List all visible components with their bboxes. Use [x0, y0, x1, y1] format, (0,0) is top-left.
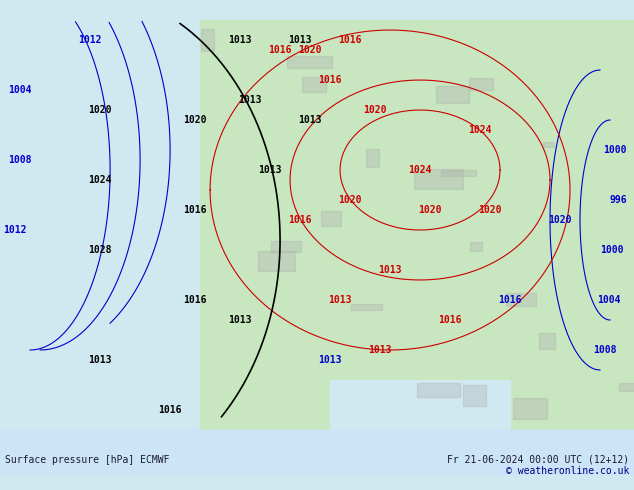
- Text: 1012: 1012: [3, 225, 27, 235]
- Text: 1013: 1013: [299, 115, 322, 125]
- Text: 1000: 1000: [604, 145, 627, 155]
- Text: 1000: 1000: [600, 245, 624, 255]
- Text: 1013: 1013: [228, 315, 252, 325]
- Text: 996: 996: [609, 195, 627, 205]
- Bar: [310, 20, 634, 440]
- Text: 1012: 1012: [79, 35, 102, 45]
- Bar: [258, 251, 295, 271]
- Bar: [0, 430, 634, 475]
- Bar: [463, 385, 486, 406]
- Bar: [265, 290, 395, 470]
- Bar: [271, 241, 301, 252]
- Text: Fr 21-06-2024 00:00 UTC (12+12): Fr 21-06-2024 00:00 UTC (12+12): [447, 455, 629, 465]
- Text: 1016: 1016: [339, 35, 362, 45]
- Bar: [330, 380, 510, 470]
- Text: 1016: 1016: [268, 45, 292, 55]
- Text: 1028: 1028: [88, 245, 112, 255]
- Text: 1024: 1024: [88, 175, 112, 185]
- Text: 1013: 1013: [368, 345, 392, 355]
- Bar: [543, 142, 554, 147]
- Bar: [414, 169, 463, 189]
- Text: 1016: 1016: [183, 205, 207, 215]
- Bar: [470, 242, 482, 251]
- Bar: [417, 383, 460, 397]
- Text: 1013: 1013: [318, 355, 342, 365]
- Text: 1013: 1013: [258, 165, 282, 175]
- Text: © weatheronline.co.uk: © weatheronline.co.uk: [506, 466, 629, 476]
- Text: 1020: 1020: [363, 105, 387, 115]
- Text: 1016: 1016: [158, 405, 182, 415]
- Text: 1020: 1020: [418, 205, 442, 215]
- Text: 1024: 1024: [469, 125, 492, 135]
- Bar: [321, 211, 341, 226]
- Text: Surface pressure [hPa] ECMWF: Surface pressure [hPa] ECMWF: [5, 455, 170, 465]
- Bar: [619, 383, 634, 391]
- Bar: [539, 333, 555, 349]
- Bar: [436, 86, 469, 103]
- Text: 1008: 1008: [593, 345, 617, 355]
- Bar: [469, 78, 493, 90]
- Text: 1013: 1013: [378, 265, 402, 275]
- Bar: [513, 398, 547, 419]
- Text: 1020: 1020: [339, 195, 362, 205]
- Text: 1016: 1016: [438, 315, 462, 325]
- Text: 1008: 1008: [8, 155, 32, 165]
- Text: 1020: 1020: [299, 45, 322, 55]
- Bar: [200, 20, 310, 470]
- Text: 1013: 1013: [328, 295, 352, 305]
- Text: 1020: 1020: [183, 115, 207, 125]
- Text: 1016: 1016: [288, 215, 312, 225]
- Bar: [441, 170, 476, 176]
- Text: 1013: 1013: [88, 355, 112, 365]
- Text: 1020: 1020: [548, 215, 572, 225]
- Text: 1004: 1004: [8, 85, 32, 95]
- Text: 1004: 1004: [597, 295, 621, 305]
- Bar: [201, 29, 214, 51]
- Bar: [366, 149, 379, 167]
- Text: 1016: 1016: [498, 295, 522, 305]
- Text: 1016: 1016: [183, 295, 207, 305]
- Bar: [351, 304, 382, 310]
- Polygon shape: [200, 20, 634, 350]
- Text: 1020: 1020: [88, 105, 112, 115]
- Bar: [506, 293, 536, 306]
- Text: 1013: 1013: [238, 95, 262, 105]
- Text: 1020: 1020: [478, 205, 501, 215]
- Bar: [287, 56, 332, 68]
- Bar: [302, 77, 326, 92]
- Text: 1013: 1013: [228, 35, 252, 45]
- Text: 1013: 1013: [288, 35, 312, 45]
- Text: 1024: 1024: [408, 165, 432, 175]
- Text: 1016: 1016: [318, 75, 342, 85]
